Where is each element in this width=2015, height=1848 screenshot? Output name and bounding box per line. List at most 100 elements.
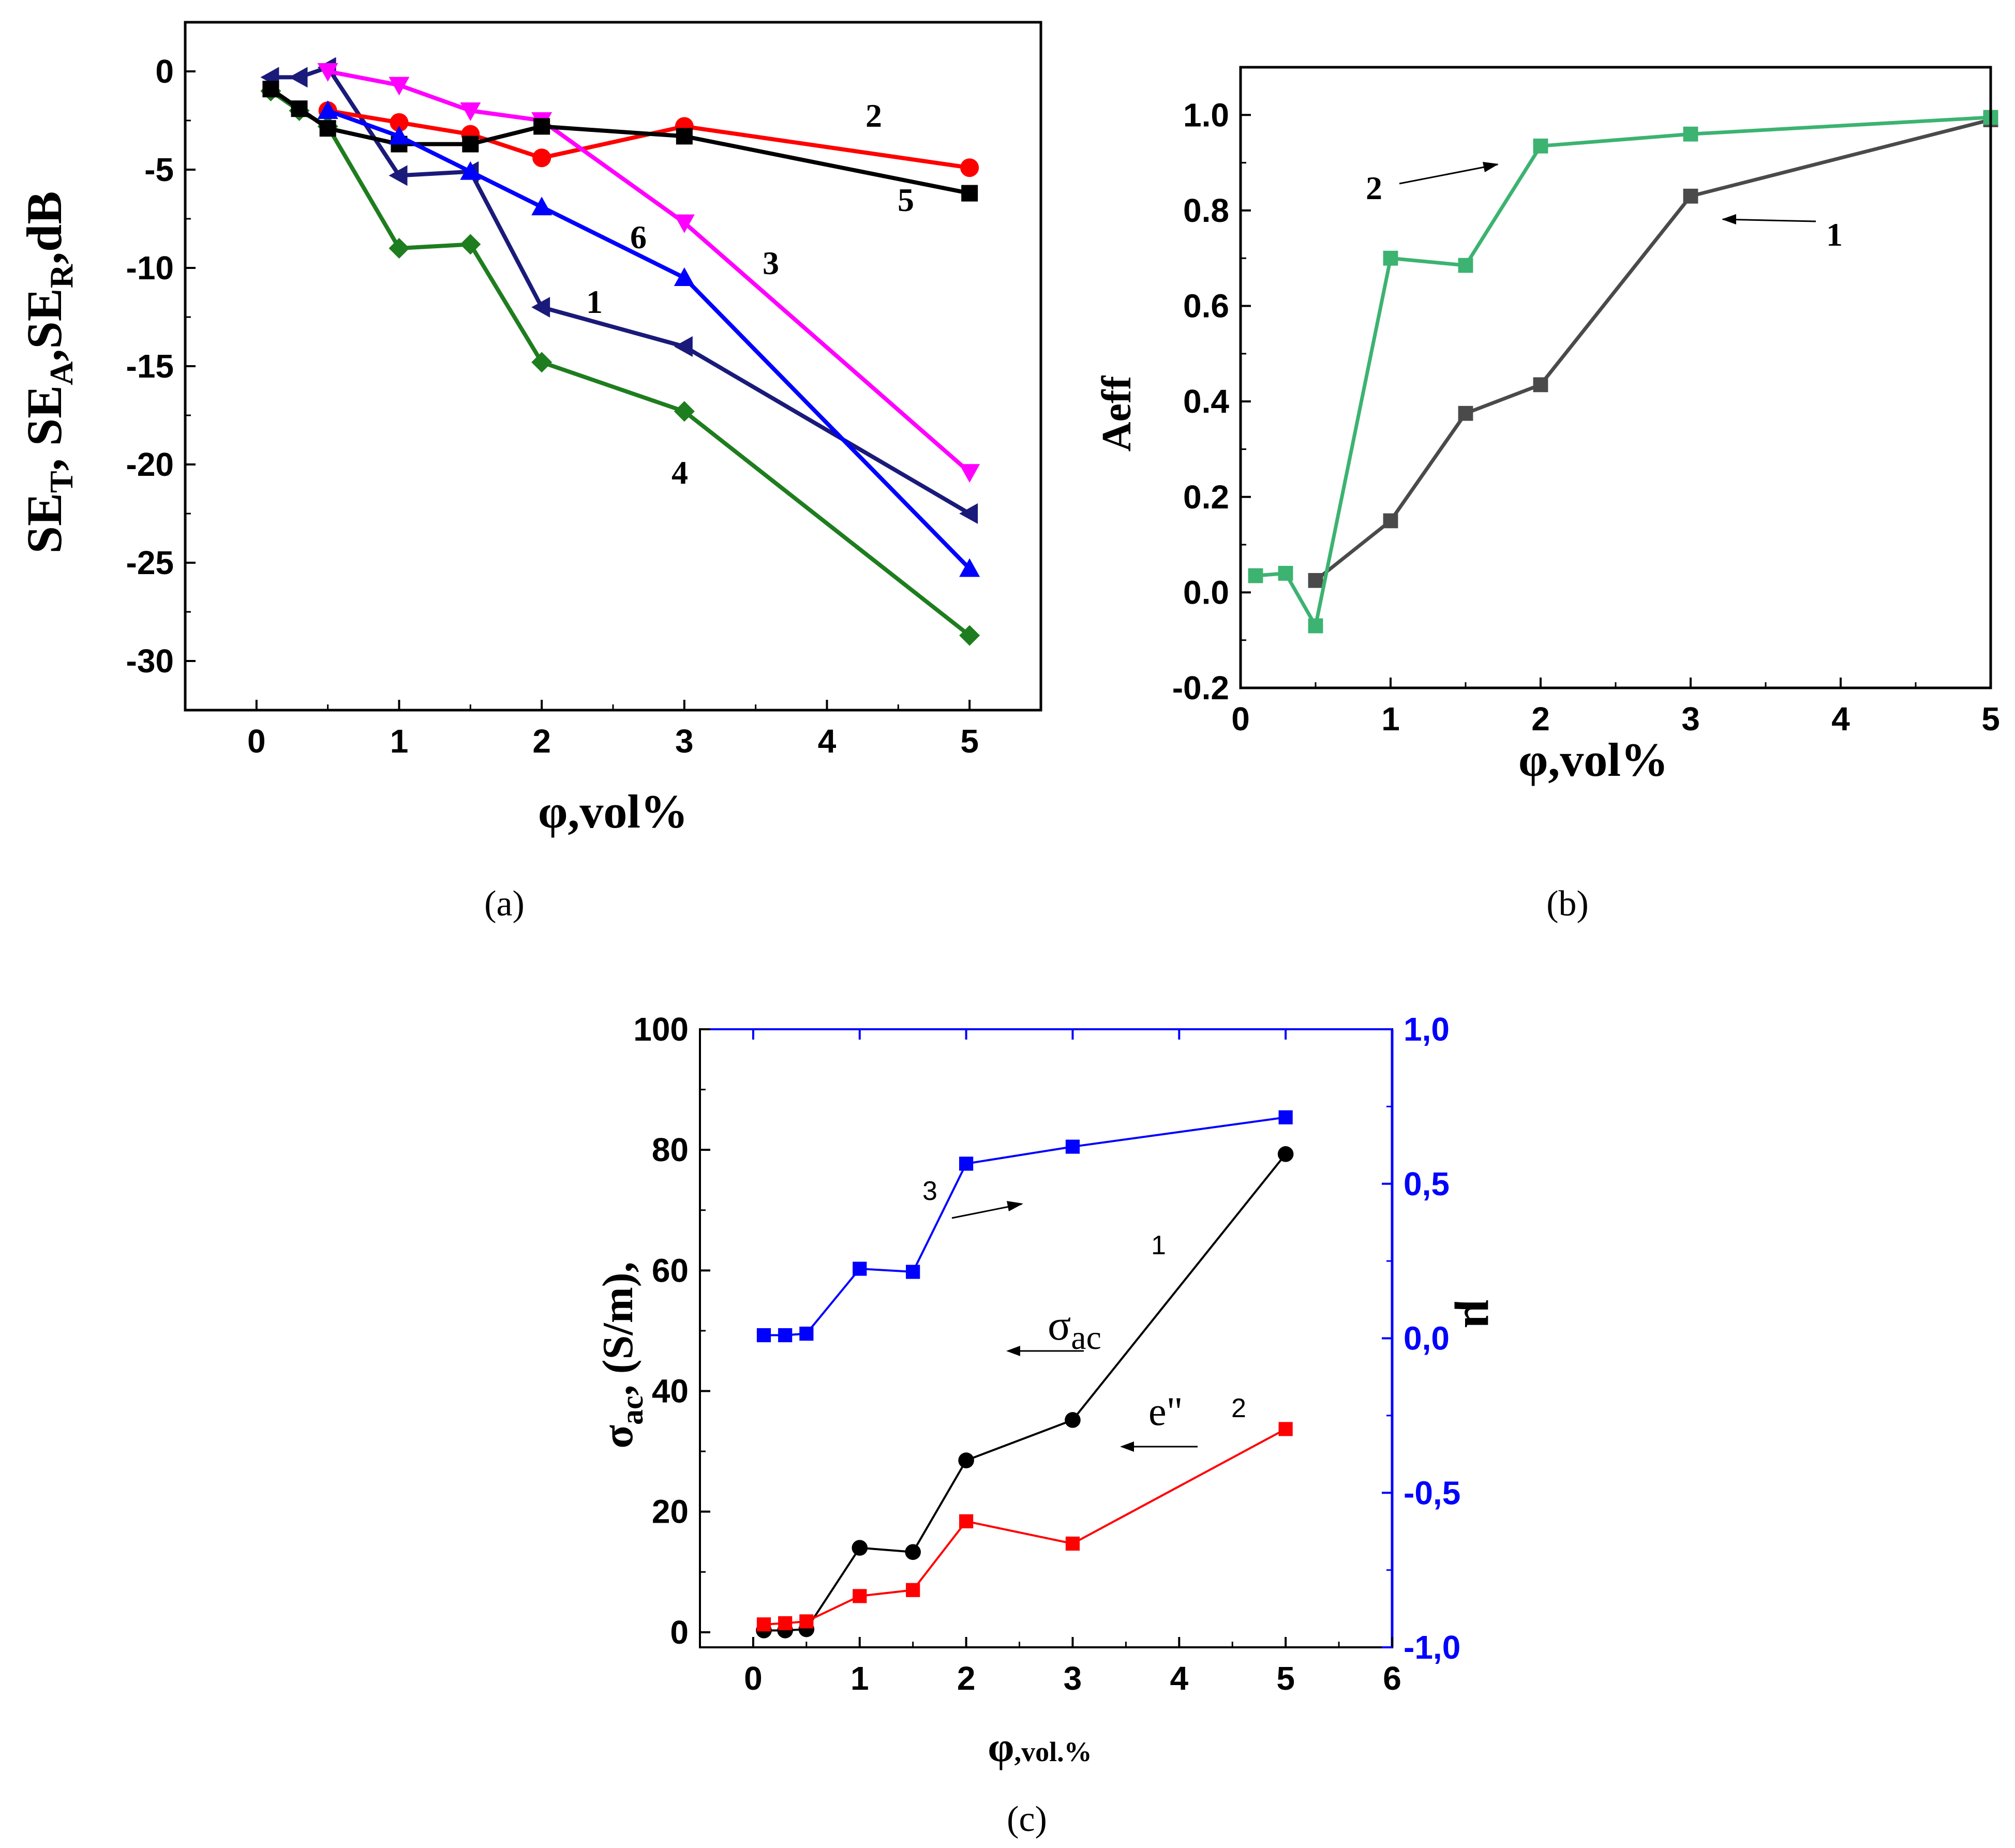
panel-a-series-5-point [262, 81, 279, 98]
panel-a-series-5-point [319, 120, 336, 137]
panel-b-arrow-1 [1722, 218, 1816, 222]
panel-a-series-4-point [674, 401, 695, 422]
x-tick-label: 5 [1276, 1660, 1295, 1697]
panel-a-series-4-point [531, 352, 553, 373]
panel-c-series-2-point [778, 1616, 793, 1630]
panel-a-series-5-point [533, 118, 550, 135]
panel-a-series-5-point [291, 100, 308, 117]
panel-b-series-2-point [1248, 568, 1263, 583]
panel-a-series-6-point [674, 267, 695, 286]
panel-b-arrowhead-1 [1722, 214, 1736, 224]
panel-b-caption: (b) [1546, 884, 1589, 924]
y2-tick-label: 0,0 [1404, 1320, 1450, 1357]
panel-c-series-2-point [959, 1514, 974, 1528]
y-tick-label: -30 [126, 642, 174, 680]
panel-c-y2label: μ [1454, 1300, 1510, 1328]
x-tick-label: 6 [1383, 1660, 1401, 1697]
panel-c-caption: (c) [1007, 1799, 1047, 1839]
panel-a-series-3-line [327, 69, 971, 474]
panel-b-series-1-line [1314, 118, 1991, 582]
panel-a-ylabel: SET, SEA,SER,dB [17, 191, 80, 554]
y-tick-label: 60 [652, 1252, 689, 1289]
y2-tick-label: -1,0 [1404, 1629, 1460, 1666]
panel-b-series-1-point [1308, 573, 1323, 588]
panel-a-curve-label-2: 2 [865, 97, 882, 134]
panel-c-arrowhead-3 [1007, 1201, 1023, 1211]
x-tick-label: 2 [1531, 700, 1550, 738]
panel-c-series-3-point [1065, 1139, 1080, 1154]
panel-a-caption: (a) [484, 884, 525, 924]
panel-c-series-3-point [853, 1261, 867, 1276]
y2-tick-label: 1,0 [1404, 1011, 1450, 1048]
panel-a-series-4-point [460, 234, 481, 255]
panel-c-series-3-point [799, 1326, 814, 1341]
panel-c-xlabel: φ,vol.% [988, 1723, 1092, 1770]
panel-c-series-1-point [1065, 1412, 1081, 1428]
panel-c-plot [756, 1110, 1294, 1639]
panel-a-series-6-point [389, 126, 410, 145]
x-tick-label: 1 [390, 723, 409, 760]
panel-b-arrowhead-2 [1483, 162, 1499, 172]
x-tick-label: 0 [1231, 700, 1250, 738]
panel-a-series-6-point [531, 197, 553, 216]
panel-c-series-3-point [1278, 1110, 1293, 1124]
panel-c-series-1-point [905, 1544, 921, 1560]
x-tick-label: 0 [247, 723, 266, 760]
y-tick-label: -10 [126, 249, 174, 287]
y-tick-label: 0.2 [1183, 478, 1229, 516]
x-tick-label: 5 [1981, 700, 2000, 738]
panel-b-series-2-line [1255, 115, 1991, 628]
x-tick-label: 0 [744, 1660, 763, 1697]
panel-a-series-5-point [676, 128, 693, 145]
panel-a-series-3-point [317, 63, 338, 82]
panel-b-series-2-point [1533, 138, 1548, 154]
panel-c-series-1-point [1277, 1146, 1294, 1162]
panel-c-curve-label-2: 2 [1231, 1393, 1246, 1423]
y-tick-label: -25 [126, 544, 174, 581]
panel-c-series-2-point [799, 1614, 814, 1629]
panel-a-series-4-point [389, 238, 410, 259]
panel-b-series-1-point [1533, 377, 1548, 393]
x-tick-label: 1 [850, 1660, 869, 1697]
panel-b-series-2-point [1278, 566, 1293, 581]
panel-a-series-4-point [959, 625, 980, 646]
panel-a-curve-label-6: 6 [630, 219, 647, 256]
panel-b-ylabel: Aeff [1094, 375, 1140, 452]
panel-c-series-2-point [1065, 1536, 1080, 1551]
panel-a-series-2-point [960, 158, 979, 177]
panel-c-series-3-point [756, 1328, 771, 1343]
y-tick-label: -15 [126, 348, 174, 385]
x-tick-label: 4 [1831, 700, 1850, 738]
x-tick-label: 2 [957, 1660, 976, 1697]
panel-a-curve-label-5: 5 [898, 182, 914, 218]
panel-b-curve-label-2: 2 [1366, 170, 1382, 206]
panel-c-series-2-point [756, 1617, 771, 1632]
panel-a-series-6-point [317, 100, 338, 119]
panel-b-series-1-point [1683, 188, 1698, 204]
panel-a-series-1-point [389, 165, 408, 186]
y-tick-label: 0.6 [1183, 288, 1229, 325]
y2-tick-label: -0,5 [1404, 1474, 1460, 1511]
y-tick-label: -5 [144, 151, 174, 188]
panel-a-series-1-point [289, 67, 308, 88]
panel-c-ylabel: σac, (S/m), [594, 1261, 649, 1448]
panel-b: 0 1 2 3 4 5 -0.2 0.0 0.2 0.4 0.6 0.8 1.0 φ,vol% Aeff… [1094, 66, 2000, 924]
panel-c-series-3-point [778, 1328, 793, 1343]
y-tick-label: 0.4 [1183, 383, 1229, 420]
y-tick-label: 0 [155, 53, 174, 90]
panel-b-series-2-point [1308, 618, 1323, 634]
panel-b-series-2-point [1383, 250, 1398, 266]
panel-b-plot [1248, 110, 1998, 634]
panel-c-series-3-point [906, 1265, 920, 1279]
x-tick-label: 4 [1170, 1660, 1189, 1697]
panel-c-series-3-point [959, 1156, 974, 1171]
panel-a-curve-label-4: 4 [671, 454, 688, 491]
panel-c-sigma-arrowhead [1006, 1346, 1020, 1356]
x-tick-label: 3 [1681, 700, 1700, 738]
panel-a-series-2-line [327, 109, 970, 170]
panel-a-series-3-point [959, 464, 980, 483]
y-tick-label: 0.0 [1183, 574, 1229, 611]
panel-a-series-1-point [959, 503, 978, 524]
panel-a-series-6-line [327, 109, 972, 570]
